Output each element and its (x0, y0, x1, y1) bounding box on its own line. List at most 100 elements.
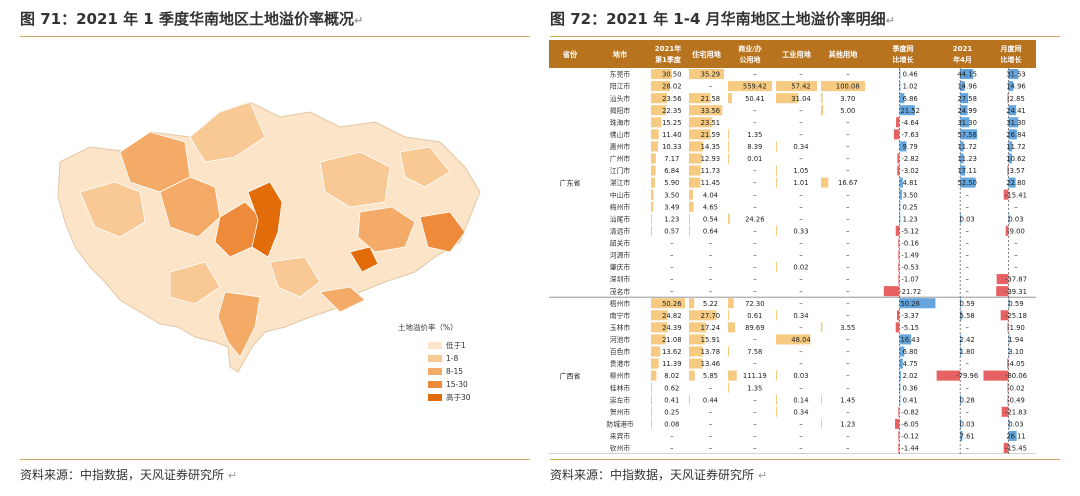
data-bar-com (728, 129, 729, 140)
value-cell-myoy: 10.62 (1006, 155, 1025, 163)
data-bar-com (728, 370, 737, 381)
value-cell-ind: – (799, 215, 803, 223)
value-cell-qyoy: -1.49 (901, 252, 919, 260)
data-bar-myoy (1007, 322, 1009, 333)
value-cell-myoy: 14.96 (1006, 83, 1025, 91)
data-bar-ind (776, 177, 777, 188)
header-cell: 月度同 (1000, 44, 1022, 53)
legend-item: 低于1 (428, 339, 471, 352)
value-cell-res: 4.04 (703, 191, 718, 199)
legend-title: 土地溢价率（%） (398, 323, 458, 332)
value-cell-ind: 0.14 (793, 396, 808, 404)
value-cell-q1: 3.50 (664, 191, 679, 199)
value-cell-com: 24.26 (745, 215, 764, 223)
city-cell: 河池市 (610, 335, 631, 344)
data-bar-myoy (1007, 93, 1009, 104)
right-figure-title-text: 图 72：2021 年 1-4 月华南地区土地溢价率明细 (550, 10, 886, 28)
value-cell-res: – (709, 276, 713, 284)
value-cell-com: – (753, 179, 757, 187)
value-cell-apr: 0.28 (960, 396, 975, 404)
value-cell-ind: 31.04 (791, 95, 810, 103)
province-cell: 广东省 (560, 179, 581, 188)
value-cell-oth: 3.70 (840, 95, 855, 103)
value-cell-myoy: -80.06 (1005, 372, 1027, 380)
data-bar-oth (821, 177, 829, 188)
value-cell-qyoy: 0.36 (903, 384, 918, 392)
data-bar-apr (960, 129, 978, 140)
value-cell-apr: -79.96 (956, 372, 978, 380)
header-cell: 2021 (953, 45, 973, 53)
value-cell-res: – (709, 433, 713, 441)
city-cell: 百色市 (610, 347, 631, 356)
data-bar-q1 (651, 213, 652, 224)
city-cell: 江门市 (610, 166, 631, 175)
value-cell-com: – (753, 336, 757, 344)
data-bar-ind (776, 165, 777, 176)
data-bar-myoy (983, 370, 1009, 381)
right-figure-title: 图 72：2021 年 1-4 月华南地区土地溢价率明细↵ (550, 10, 895, 28)
value-cell-res: – (709, 384, 713, 392)
data-bar-res (689, 310, 717, 321)
value-cell-com: – (753, 240, 757, 248)
value-cell-qyoy: 0.46 (903, 71, 918, 79)
data-bar-myoy (1008, 418, 1010, 429)
value-cell-ind: – (799, 384, 803, 392)
value-cell-oth: – (846, 71, 850, 79)
data-bar-myoy (1007, 358, 1009, 369)
city-cell: 惠州市 (610, 142, 631, 151)
data-bar-q1 (651, 298, 685, 309)
header-cell: 年4月 (953, 55, 972, 64)
value-cell-q1: – (670, 445, 674, 453)
value-cell-oth: – (846, 336, 850, 344)
value-cell-q1: 5.90 (664, 179, 679, 187)
value-cell-qyoy: -4.64 (901, 119, 919, 127)
data-bar-qyoy (898, 249, 900, 260)
data-bar-res (689, 129, 711, 140)
value-cell-apr: – (965, 240, 969, 248)
value-cell-com: – (753, 433, 757, 441)
data-bar-myoy (1008, 430, 1017, 441)
value-cell-com: – (753, 445, 757, 453)
left-figure-title-text: 图 71：2021 年 1 季度华南地区土地溢价率概况 (20, 10, 354, 28)
value-cell-ind: – (799, 300, 803, 308)
data-bar-com (728, 153, 729, 164)
value-cell-com: – (753, 276, 757, 284)
value-cell-oth: – (846, 264, 850, 272)
value-cell-ind: – (799, 445, 803, 453)
data-bar-q1 (651, 322, 668, 333)
value-cell-qyoy: -3.02 (901, 167, 919, 175)
value-cell-res: 21.59 (701, 131, 720, 139)
data-bar-q1 (651, 93, 667, 104)
value-cell-myoy: -0.02 (1007, 384, 1025, 392)
right-source-note: 资料来源：中指数据，天风证券研究所 ↵ (550, 468, 768, 482)
left-bottom-rule (20, 459, 530, 460)
value-cell-ind: – (799, 107, 803, 115)
value-cell-oth: 1.23 (840, 420, 855, 428)
header-cell: 比增长 (893, 55, 915, 64)
value-cell-apr: – (965, 264, 969, 272)
header-cell: 2021年 (655, 44, 681, 53)
region-1-8-northeast (399, 146, 451, 188)
value-cell-oth: – (846, 119, 850, 127)
data-bar-res (689, 165, 701, 176)
value-cell-apr: – (965, 324, 969, 332)
value-cell-myoy: 0.03 (1008, 420, 1023, 428)
legend-item: 8-15 (428, 365, 471, 378)
value-cell-qyoy: -5.15 (901, 324, 919, 332)
data-bar-oth (821, 93, 823, 104)
data-bar-qyoy (899, 177, 903, 188)
value-cell-myoy: -2.85 (1007, 95, 1025, 103)
value-cell-apr: 0.03 (960, 420, 975, 428)
data-bar-qyoy (899, 189, 902, 200)
city-cell: 河源市 (610, 251, 631, 260)
value-cell-q1: 22.35 (662, 107, 681, 115)
value-cell-com: 559.42 (743, 83, 767, 91)
value-cell-q1: 30.50 (662, 71, 681, 79)
data-bar-qyoy (899, 201, 901, 212)
value-cell-ind: – (799, 420, 803, 428)
value-cell-myoy: -15.41 (1005, 191, 1027, 199)
value-cell-myoy: -9.00 (1007, 227, 1025, 235)
value-cell-myoy: 3.10 (1008, 348, 1023, 356)
data-bar-res (689, 117, 713, 128)
data-bar-apr (960, 81, 965, 92)
